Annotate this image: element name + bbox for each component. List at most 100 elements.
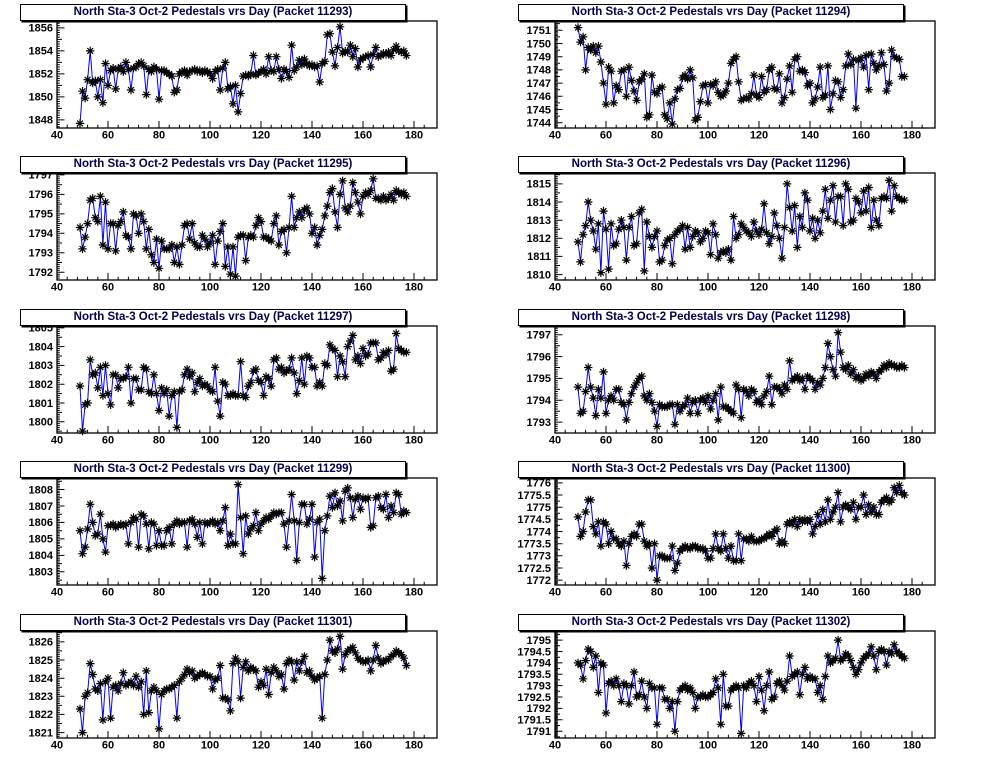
svg-text:40: 40	[51, 282, 63, 294]
svg-text:120: 120	[750, 587, 768, 599]
svg-text:1814: 1814	[527, 197, 552, 209]
svg-text:1848: 1848	[29, 115, 53, 127]
svg-text:1746: 1746	[527, 91, 551, 103]
svg-text:60: 60	[600, 435, 612, 447]
svg-text:180: 180	[903, 740, 921, 752]
svg-text:1826: 1826	[29, 637, 53, 649]
svg-text:100: 100	[201, 130, 219, 142]
svg-text:100: 100	[201, 282, 219, 294]
plot-title-11295: North Sta-3 Oct-2 Pedestals vrs Day (Pac…	[20, 156, 406, 173]
svg-text:80: 80	[651, 587, 663, 599]
svg-text:120: 120	[750, 282, 768, 294]
svg-text:1795: 1795	[527, 635, 551, 647]
svg-text:1749: 1749	[527, 52, 551, 64]
plot-pad-packet-11298: 40 60 80 100 120 140 160 180 1793 1794 1795 1796 179…	[498, 305, 996, 457]
svg-text:1745: 1745	[527, 104, 551, 116]
svg-text:100: 100	[699, 435, 717, 447]
plot-pad-packet-11297: 40 60 80 100 120 140 160 180 1800 1801 1802 1803 180…	[0, 305, 498, 457]
svg-text:160: 160	[354, 282, 372, 294]
svg-text:180: 180	[405, 740, 423, 752]
svg-text:1775.5: 1775.5	[517, 490, 551, 502]
svg-text:80: 80	[153, 282, 165, 294]
plot-title-11299: North Sta-3 Oct-2 Pedestals vrs Day (Pac…	[20, 461, 406, 478]
svg-text:120: 120	[252, 130, 270, 142]
plot-title-11294: North Sta-3 Oct-2 Pedestals vrs Day (Pac…	[518, 4, 904, 21]
svg-text:1791: 1791	[527, 726, 551, 738]
svg-text:1824: 1824	[29, 673, 54, 685]
svg-text:1802: 1802	[29, 379, 53, 391]
svg-text:1803: 1803	[29, 567, 53, 579]
svg-text:120: 120	[252, 740, 270, 752]
svg-text:1803: 1803	[29, 360, 53, 372]
plot-pad-packet-11299: 40 60 80 100 120 140 160 180 1803 1804 1805 1806 180…	[0, 457, 498, 609]
svg-text:40: 40	[51, 587, 63, 599]
svg-text:80: 80	[651, 435, 663, 447]
svg-text:1792: 1792	[527, 703, 551, 715]
svg-text:100: 100	[699, 740, 717, 752]
svg-text:140: 140	[801, 282, 819, 294]
svg-text:1801: 1801	[29, 398, 53, 410]
svg-text:1796: 1796	[29, 189, 53, 201]
svg-text:1812: 1812	[527, 233, 551, 245]
svg-text:1793: 1793	[29, 248, 53, 260]
svg-text:1804: 1804	[29, 550, 54, 562]
svg-text:1794.5: 1794.5	[517, 646, 551, 658]
plot-canvas-11298: 40 60 80 100 120 140 160 180 1793 1794 1795 1796 179…	[527, 325, 936, 447]
svg-text:180: 180	[903, 435, 921, 447]
plot-title-11293: North Sta-3 Oct-2 Pedestals vrs Day (Pac…	[20, 4, 406, 21]
svg-text:1793.5: 1793.5	[517, 669, 551, 681]
svg-text:120: 120	[750, 435, 768, 447]
svg-text:120: 120	[750, 740, 768, 752]
plot-pad-packet-11302: 40 60 80 100 120 140 160 180 1791 1791.5 1792 1792.…	[498, 610, 996, 762]
svg-text:40: 40	[549, 587, 561, 599]
svg-text:180: 180	[903, 282, 921, 294]
plot-canvas-11299: 40 60 80 100 120 140 160 180 1803 1804 1805 1806 180…	[29, 477, 438, 599]
svg-text:1792.5: 1792.5	[517, 692, 551, 704]
svg-text:1748: 1748	[527, 65, 551, 77]
svg-text:1796: 1796	[527, 351, 551, 363]
svg-text:180: 180	[405, 282, 423, 294]
svg-text:1794: 1794	[29, 228, 54, 240]
svg-text:1815: 1815	[527, 179, 551, 191]
svg-text:140: 140	[303, 282, 321, 294]
svg-text:1772: 1772	[527, 575, 551, 587]
svg-text:1800: 1800	[29, 417, 53, 429]
svg-text:100: 100	[699, 130, 717, 142]
svg-text:140: 140	[801, 130, 819, 142]
svg-text:160: 160	[354, 435, 372, 447]
svg-text:1751: 1751	[527, 25, 551, 37]
svg-text:1744: 1744	[527, 118, 552, 130]
plot-canvas-11293: 40 60 80 100 120 140 160 180 1848 1850 1852 1854 185…	[29, 20, 438, 142]
svg-text:1811: 1811	[527, 251, 551, 263]
svg-text:80: 80	[153, 587, 165, 599]
svg-text:1773: 1773	[527, 551, 551, 563]
plot-title-11301: North Sta-3 Oct-2 Pedestals vrs Day (Pac…	[20, 614, 406, 631]
svg-text:1794: 1794	[527, 395, 552, 407]
svg-text:1795: 1795	[527, 373, 551, 385]
svg-text:160: 160	[852, 130, 870, 142]
svg-text:160: 160	[852, 587, 870, 599]
svg-text:60: 60	[102, 435, 114, 447]
svg-text:60: 60	[102, 740, 114, 752]
plot-title-11297: North Sta-3 Oct-2 Pedestals vrs Day (Pac…	[20, 309, 406, 326]
svg-text:100: 100	[699, 587, 717, 599]
svg-text:1793: 1793	[527, 417, 551, 429]
plot-canvas-11295: 40 60 80 100 120 140 160 180 1792 1793 1794 1795 179…	[29, 170, 438, 294]
svg-text:160: 160	[354, 740, 372, 752]
svg-text:1852: 1852	[29, 69, 53, 81]
plot-pad-packet-11294: 40 60 80 100 120 140 160 180 1744 1745 1746 1747 174…	[498, 0, 996, 152]
svg-text:1793: 1793	[527, 680, 551, 692]
svg-text:1806: 1806	[29, 517, 53, 529]
plot-pad-packet-11295: 40 60 80 100 120 140 160 180 1792 1793 1794 1795 179…	[0, 152, 498, 304]
svg-text:80: 80	[651, 282, 663, 294]
svg-text:140: 140	[801, 587, 819, 599]
svg-text:1773.5: 1773.5	[517, 539, 551, 551]
svg-text:120: 120	[252, 435, 270, 447]
svg-text:60: 60	[102, 282, 114, 294]
svg-text:100: 100	[201, 740, 219, 752]
svg-text:1825: 1825	[29, 655, 53, 667]
svg-text:120: 120	[252, 282, 270, 294]
svg-text:160: 160	[852, 740, 870, 752]
plot-pad-packet-11296: 40 60 80 100 120 140 160 180 1810 1811 1812 1813 181…	[498, 152, 996, 304]
